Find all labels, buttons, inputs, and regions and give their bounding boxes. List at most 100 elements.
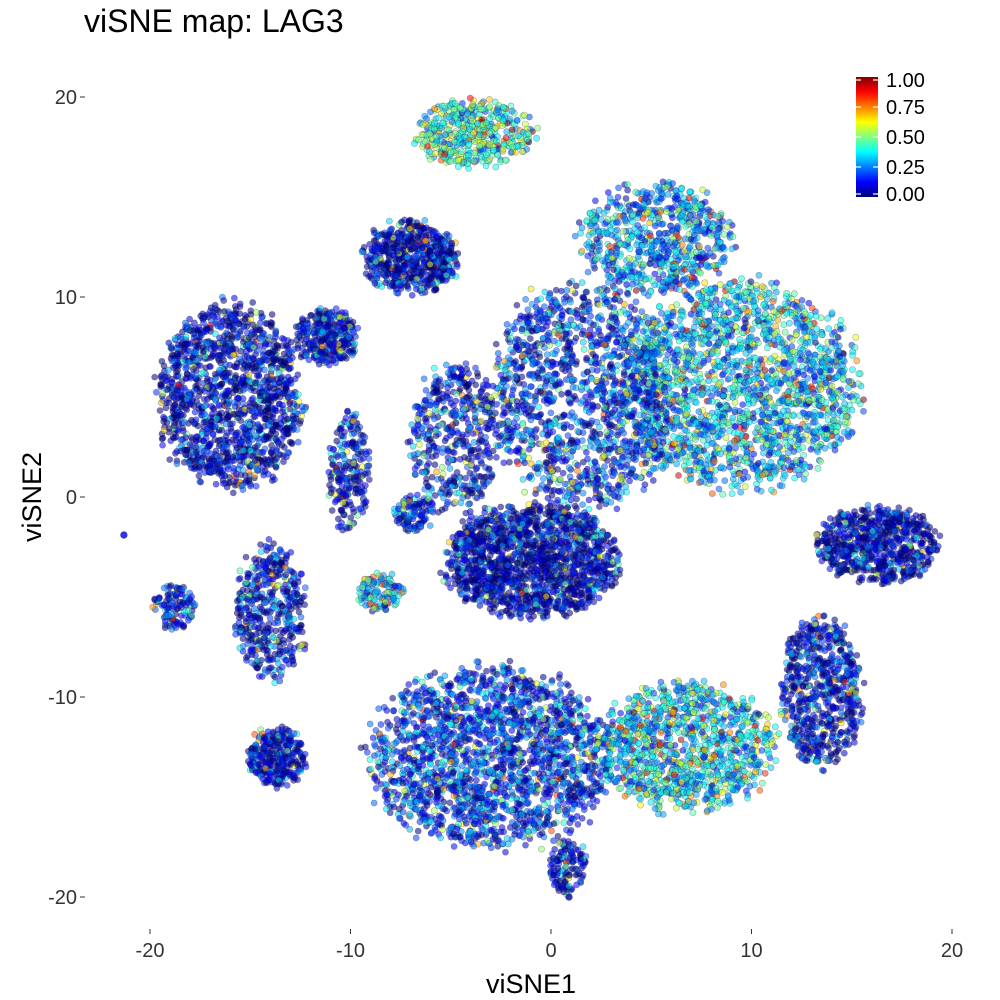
- cell-point: [499, 145, 507, 153]
- cell-point: [714, 213, 722, 221]
- cell-point: [320, 315, 328, 323]
- cell-point: [635, 246, 643, 254]
- cell-point: [266, 333, 274, 341]
- cell-point: [289, 412, 297, 420]
- cell-point: [456, 104, 464, 112]
- cell-point: [382, 279, 390, 287]
- cell-point: [294, 391, 302, 398]
- cell-point: [668, 282, 675, 290]
- cell-point: [585, 243, 592, 251]
- cell-point: [165, 399, 173, 407]
- cell-point: [451, 130, 459, 137]
- cell-point: [243, 352, 251, 360]
- cell-point: [245, 371, 252, 379]
- cell-point: [205, 457, 213, 465]
- cell-point: [833, 433, 841, 441]
- cell-point: [854, 380, 862, 388]
- cell-point: [658, 309, 665, 317]
- cell-point: [678, 185, 685, 193]
- cell-point: [509, 143, 517, 151]
- cell-point: [708, 384, 716, 392]
- cell-point: [177, 403, 185, 411]
- cell-point: [770, 468, 778, 476]
- cell-point: [612, 198, 620, 206]
- cell-point: [421, 138, 429, 145]
- cell-point: [371, 279, 379, 287]
- cell-point: [397, 282, 404, 290]
- cell-point: [731, 406, 739, 414]
- cell-point: [678, 241, 686, 248]
- cell-point: [651, 270, 659, 278]
- cell-point: [252, 432, 260, 439]
- cell-point: [234, 414, 242, 422]
- cell-point: [189, 365, 197, 373]
- cell-point: [586, 209, 594, 217]
- cell-point: [321, 348, 329, 355]
- cell-point: [239, 481, 247, 489]
- cell-point: [710, 334, 717, 341]
- cell-point: [296, 420, 304, 427]
- cell-point: [239, 423, 246, 431]
- cell-point: [673, 301, 680, 308]
- cell-point: [853, 357, 861, 365]
- cell-point: [437, 244, 445, 252]
- cell-point: [849, 366, 856, 374]
- cell-point: [332, 305, 340, 312]
- cell-point: [803, 333, 810, 341]
- cell-point: [786, 319, 793, 327]
- cell-point: [624, 186, 631, 194]
- cell-point: [286, 424, 294, 432]
- cell-point: [287, 364, 294, 372]
- cell-point: [280, 335, 288, 343]
- cell-point: [211, 395, 219, 403]
- cell-point: [432, 133, 440, 140]
- cell-point: [675, 472, 682, 479]
- cell-point: [284, 430, 292, 438]
- cell-point: [207, 450, 215, 458]
- cell-point: [681, 266, 688, 273]
- cell-point: [669, 226, 676, 234]
- cell-point: [800, 371, 808, 379]
- cell-point: [252, 482, 260, 490]
- cell-point: [719, 217, 727, 225]
- cell-point: [412, 285, 420, 293]
- cell-point: [215, 401, 223, 409]
- cell-point: [152, 388, 160, 396]
- cell-point: [444, 247, 452, 255]
- cell-point: [578, 247, 586, 255]
- cell-point: [296, 333, 304, 340]
- cell-point: [204, 311, 211, 318]
- cell-point: [768, 486, 775, 494]
- cell-point: [744, 343, 752, 351]
- cell-point: [720, 258, 728, 266]
- cell-point: [786, 438, 794, 445]
- cell-point: [262, 415, 270, 423]
- cell-point: [193, 448, 200, 456]
- cell-point: [721, 477, 729, 485]
- cell-point: [234, 394, 242, 402]
- cell-point: [388, 281, 396, 289]
- cell-point: [694, 226, 702, 234]
- cell-point: [592, 223, 600, 230]
- cell-point: [671, 239, 679, 247]
- cell-point: [192, 416, 200, 424]
- cell-point: [196, 464, 203, 471]
- cell-point: [254, 421, 262, 428]
- cell-point: [813, 325, 820, 333]
- cell-point: [431, 105, 438, 113]
- cell-point: [647, 243, 655, 250]
- cell-point: [264, 396, 271, 404]
- cell-point: [673, 278, 680, 286]
- cell-point: [457, 148, 465, 155]
- cell-point: [652, 237, 660, 245]
- cell-point: [239, 365, 247, 373]
- cell-point: [824, 315, 831, 322]
- cell-point: [177, 388, 184, 396]
- cell-point: [637, 274, 645, 282]
- cell-point: [164, 385, 172, 393]
- cell-point: [778, 482, 786, 490]
- cell-point: [194, 422, 202, 430]
- cell-point: [425, 226, 433, 234]
- cell-point: [393, 247, 401, 255]
